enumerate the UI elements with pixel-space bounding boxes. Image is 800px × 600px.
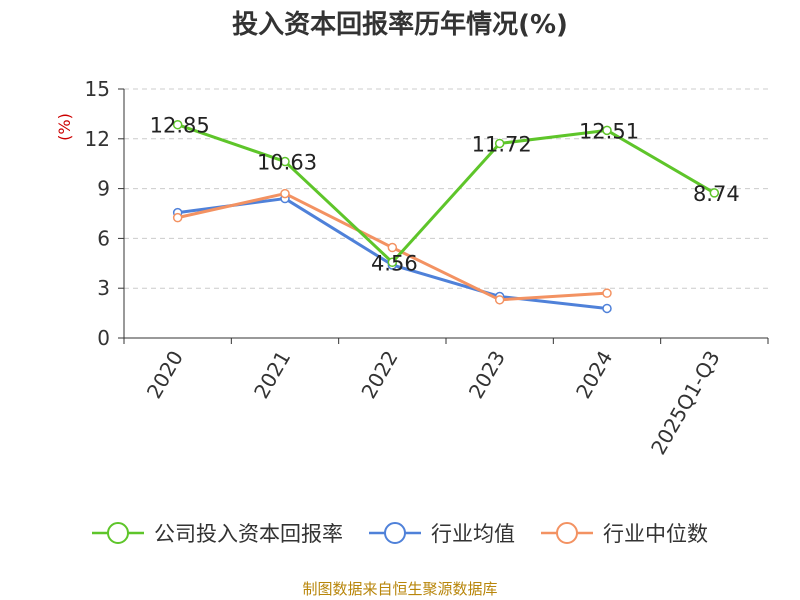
legend-label: 行业中位数 — [603, 522, 708, 546]
y-tick-label: 12 — [85, 127, 110, 151]
data-point — [602, 288, 612, 298]
data-point — [172, 212, 183, 223]
data-label: 10.63 — [257, 151, 317, 175]
legend: 公司投入资本回报率 行业均值 行业中位数 — [0, 518, 800, 548]
x-tick-label: 2020 — [142, 347, 188, 403]
x-tick-label: 2025Q1-Q3 — [646, 347, 725, 459]
series-line — [177, 123, 716, 264]
data-point — [280, 188, 290, 199]
data-label: 8.74 — [693, 182, 740, 206]
x-tick-label: 2023 — [464, 346, 510, 402]
data-label: 12.51 — [579, 119, 639, 143]
data-point — [602, 303, 612, 314]
data-point — [172, 119, 183, 130]
data-point — [494, 138, 505, 149]
data-label: 12.85 — [150, 114, 210, 138]
x-tick-label: 2021 — [249, 347, 295, 403]
line-chart: 0 3 6 9 12 15 2020 2021 2022 2023 2024 2025Q1-Q3 (%)… — [55, 77, 769, 459]
y-tick-label: 3 — [97, 276, 110, 300]
data-label: 11.72 — [472, 132, 532, 156]
data-point — [387, 242, 398, 253]
y-tick-label: 15 — [85, 77, 110, 101]
source-note: 制图数据来自恒生聚源数据库 — [302, 580, 498, 598]
legend-marker-icon — [369, 522, 421, 544]
legend-item[interactable]: 行业均值 — [369, 518, 515, 548]
legend-label: 行业均值 — [431, 522, 515, 546]
data-label: 4.56 — [371, 251, 418, 275]
y-tick-label: 0 — [97, 326, 110, 350]
x-tick-label: 2022 — [356, 347, 402, 403]
data-point — [387, 257, 398, 268]
data-point — [602, 125, 612, 136]
y-tick-label: 9 — [97, 177, 110, 201]
data-point — [709, 188, 720, 198]
y-axis-label: (%) — [55, 113, 74, 141]
legend-marker-icon — [541, 522, 593, 544]
legend-item[interactable]: 行业中位数 — [541, 518, 708, 548]
y-tick-label: 6 — [97, 226, 110, 250]
legend-label: 公司投入资本回报率 — [154, 522, 343, 546]
legend-marker-icon — [92, 522, 144, 544]
data-point — [494, 295, 505, 305]
chart-title: 投入资本回报率历年情况(%) — [232, 10, 568, 40]
data-point — [280, 156, 290, 167]
x-tick-label: 2024 — [571, 347, 617, 403]
legend-item[interactable]: 公司投入资本回报率 — [92, 518, 343, 548]
